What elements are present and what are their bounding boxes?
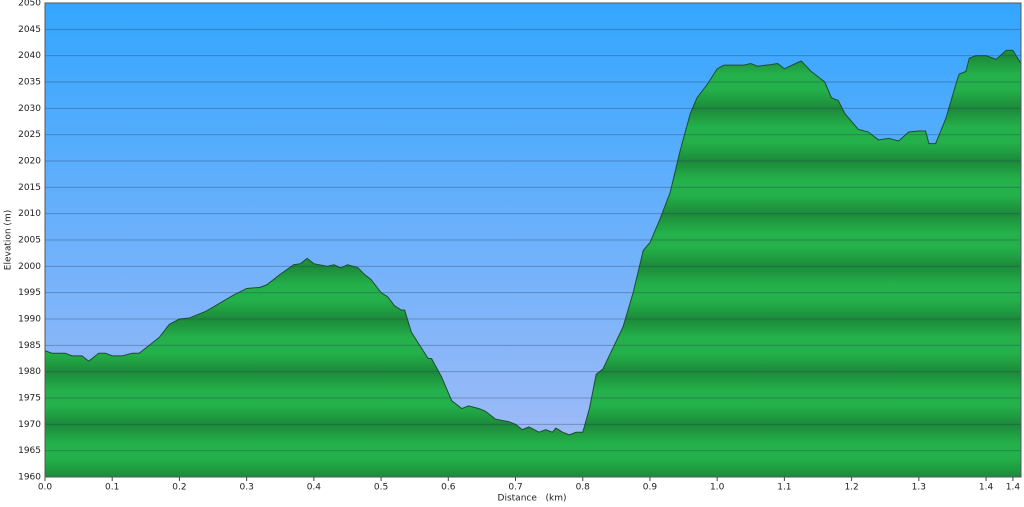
x-tick-label: 0.9 [643, 483, 658, 493]
elevation-area [45, 50, 1021, 478]
x-tick-label: 0.0 [38, 483, 53, 493]
y-tick-label: 2020 [18, 157, 41, 167]
x-tick-label: 0.2 [172, 483, 186, 493]
x-tick-label: 1.2 [844, 483, 858, 493]
x-tick-label: 0.1 [105, 483, 119, 493]
y-tick-label: 2015 [18, 183, 41, 193]
y-tick-label: 2035 [18, 78, 41, 88]
y-tick-label: 2045 [18, 25, 41, 35]
y-axis-label: Elevation (m) [4, 210, 14, 270]
y-tick-label: 1970 [18, 420, 41, 430]
x-tick-label: 1.3 [912, 483, 926, 493]
y-tick-label: 1975 [18, 394, 41, 404]
x-tick-label: 0.4 [307, 483, 322, 493]
x-tick-label: 0.3 [239, 483, 253, 493]
y-tick-label: 1980 [18, 367, 41, 377]
y-tick-label: 1960 [18, 473, 41, 483]
x-tick-label: 1.4 [979, 483, 994, 493]
y-tick-label: 2005 [18, 236, 41, 246]
x-tick-label: 1.1 [777, 483, 791, 493]
y-tick-label: 1985 [18, 341, 41, 351]
elevation-line [44, 49, 1022, 436]
x-tick-label: 0.7 [508, 483, 522, 493]
x-tick-label: 0.5 [374, 483, 388, 493]
x-tick-label: 0.8 [576, 483, 591, 493]
y-tick-label: 2025 [18, 130, 41, 140]
y-tick-label: 2010 [18, 209, 41, 219]
y-tick-label: 2000 [18, 262, 41, 272]
x-tick-label: 1.4 [1006, 483, 1021, 493]
y-tick-label: 2050 [18, 0, 41, 9]
y-tick-label: 2030 [18, 104, 41, 114]
x-tick-label: 1.0 [710, 483, 725, 493]
x-axis-label: Distance (km) [498, 494, 567, 504]
y-tick-label: 1995 [18, 288, 41, 298]
y-tick-label: 1990 [18, 315, 41, 325]
y-tick-label: 1965 [18, 446, 41, 456]
y-tick-label: 2040 [18, 51, 41, 61]
plot-frame [44, 2, 1022, 478]
x-tick-label: 0.6 [441, 483, 456, 493]
